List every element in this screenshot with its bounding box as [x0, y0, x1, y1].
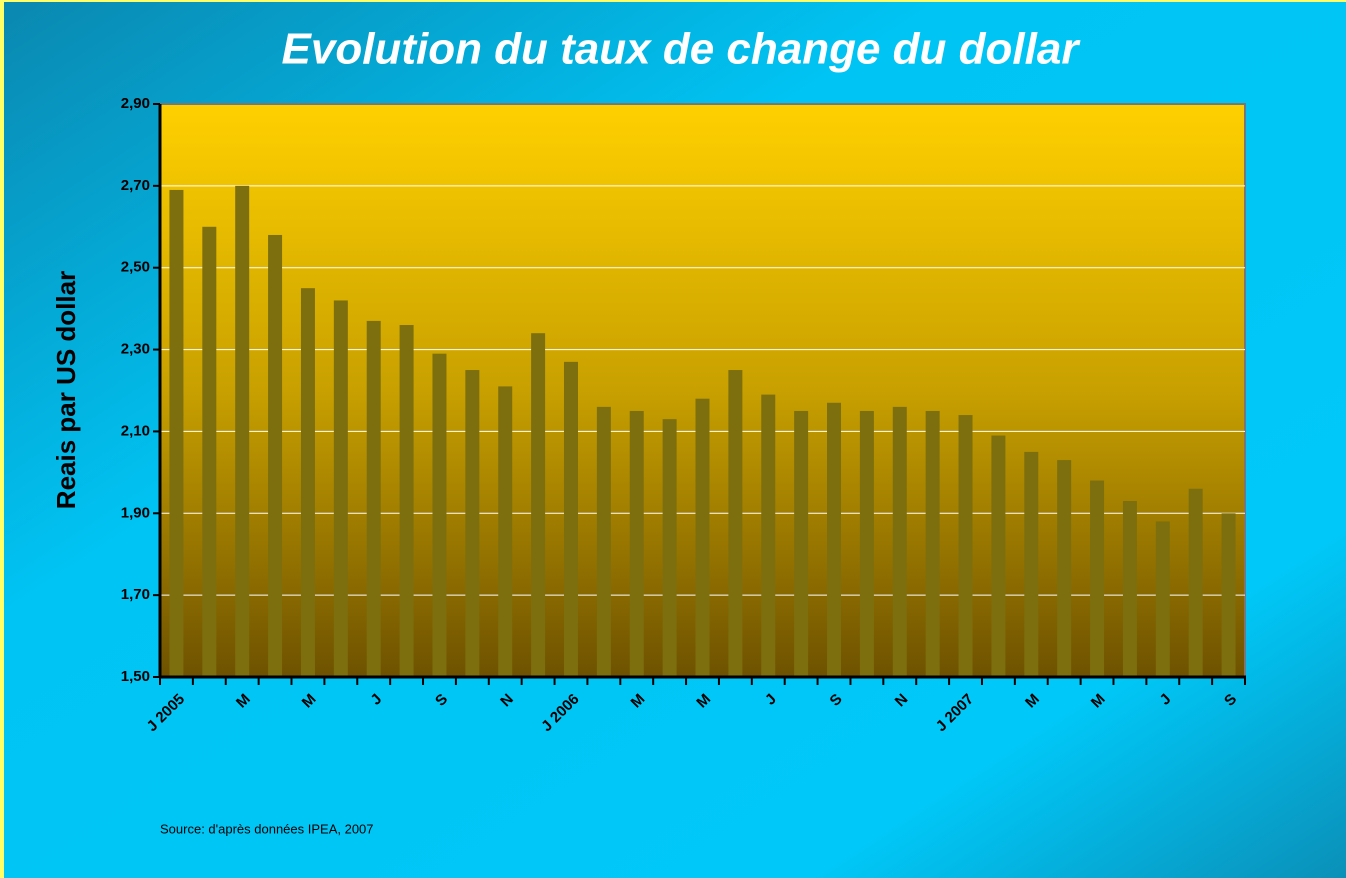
source-note: Source: d'après données IPEA, 2007 [160, 821, 374, 836]
bar [1155, 521, 1170, 677]
y-tick-label: 2,30 [121, 341, 150, 358]
bar [235, 185, 250, 677]
bar [991, 435, 1006, 677]
bar [366, 320, 381, 677]
bar [629, 410, 644, 677]
bar [563, 361, 578, 677]
bar [892, 406, 907, 677]
y-tick-label: 1,90 [121, 504, 150, 521]
bar [958, 415, 973, 677]
y-tick-label: 1,70 [121, 586, 150, 603]
bar [859, 410, 874, 677]
bar [169, 189, 184, 677]
bar [202, 226, 217, 678]
bar [1221, 513, 1236, 677]
bar [399, 325, 414, 677]
bar [1057, 460, 1072, 677]
bar [1188, 488, 1203, 677]
bar [465, 370, 480, 677]
bar [596, 406, 611, 677]
y-tick-label: 2,90 [121, 95, 150, 112]
bar [1024, 451, 1039, 677]
y-axis-label: Reais par US dollar [51, 271, 81, 509]
bar [1122, 501, 1137, 677]
bar [761, 394, 776, 677]
bar [794, 410, 809, 677]
y-tick-label: 2,50 [121, 259, 150, 276]
y-tick-label: 1,50 [121, 668, 150, 685]
bar [333, 300, 348, 677]
bar [268, 234, 283, 677]
bar [662, 419, 677, 677]
bar [531, 333, 546, 677]
chart-title: Evolution du taux de change du dollar [282, 25, 1082, 74]
bar [432, 353, 447, 677]
bar [925, 410, 940, 677]
bar [827, 402, 842, 677]
bar [695, 398, 710, 677]
bar [498, 386, 513, 677]
y-tick-label: 2,70 [121, 177, 150, 194]
bar [1090, 480, 1105, 677]
y-tick-label: 2,10 [121, 422, 150, 439]
bar [728, 370, 743, 677]
bar [300, 288, 315, 677]
